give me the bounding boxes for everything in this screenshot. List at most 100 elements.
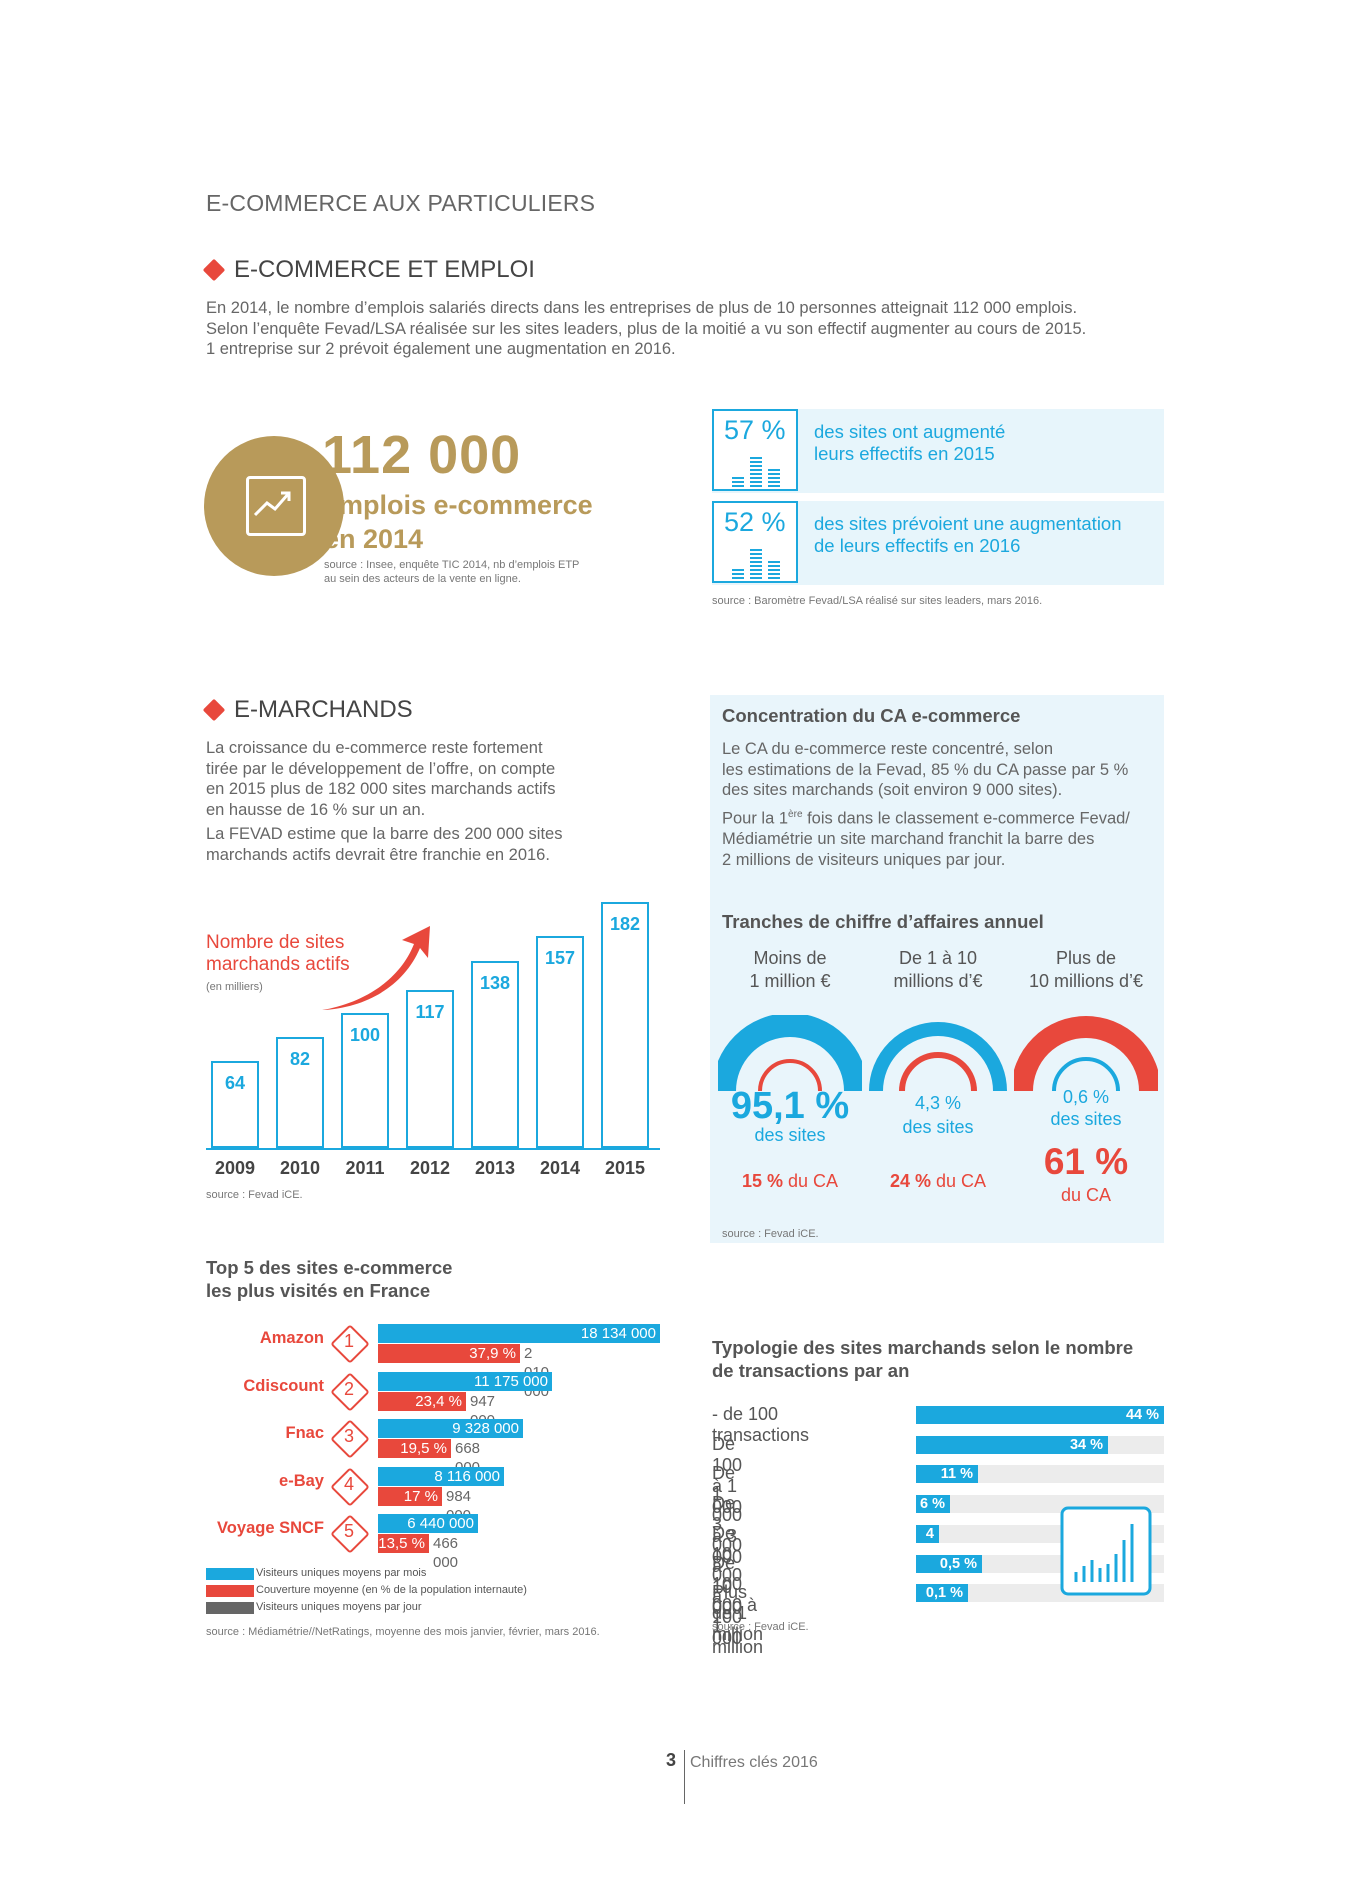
top5-rank: 1 — [343, 1331, 354, 1351]
marchands-line: La croissance du e-commerce reste fortem… — [206, 739, 543, 757]
tranche-ca-pct-1: 15 % — [741, 1171, 783, 1191]
top5-coverage-bar: 13,5 % — [378, 1534, 429, 1553]
tranche-ca-lbl-1: du CA — [783, 1171, 839, 1191]
stat-value: 52 % — [724, 507, 786, 537]
top5-rank: 4 — [343, 1473, 354, 1494]
top5-monthly-bar: 18 134 000 — [378, 1324, 660, 1343]
tranche-ca-pct-2: 24 % — [889, 1171, 931, 1191]
marchands-line: La FEVAD estime que la barre des 200 000… — [206, 825, 563, 843]
marchands-line: en 2015 plus de 182 000 sites marchands … — [206, 780, 556, 798]
page-number: 3 — [666, 1750, 677, 1770]
marchands-line: en hausse de 16 % sur un an. — [206, 800, 426, 819]
arc-gauge-2 — [869, 1022, 1007, 1092]
stat-box-2015: 57 % des sites ont augmenté leurs effect… — [712, 409, 1164, 493]
chart-bar-value: 64 — [224, 1073, 246, 1093]
top5-site-name: Cdiscount — [243, 1376, 324, 1395]
bars-icon — [732, 549, 780, 579]
chart-bar: 64 — [211, 1061, 259, 1148]
stat-text: des sites prévoient une augmentation de … — [814, 513, 1122, 557]
chart-title: Nombre de sites marchands actifs — [206, 932, 350, 976]
stat-number-box: 52 % — [712, 501, 798, 583]
emploi-line-2: Selon l’enquête Fevad/LSA réalisée sur l… — [206, 319, 1087, 338]
concentration-source: source : Fevad iCE. — [722, 1228, 819, 1240]
typologie-bar: 34 % — [916, 1435, 1108, 1454]
chart-bar-value: 100 — [349, 1025, 381, 1045]
typologie-row-label: De 3 000 à 10 000 — [712, 1493, 743, 1619]
top5-coverage-bar: 37,9 % — [378, 1344, 520, 1363]
chart-title-line-1: Nombre de sites — [206, 932, 345, 953]
typologie-source: source : Fevad iCE. — [712, 1621, 809, 1633]
marchands-paragraph-1: La croissance du e-commerce reste fortem… — [206, 738, 646, 820]
tablet-chart-icon — [1060, 1506, 1152, 1596]
chart-x-label: 2014 — [539, 1158, 581, 1178]
typologie-track — [916, 1465, 1164, 1484]
stat-value: 57 % — [724, 415, 786, 445]
chart-x-label: 2010 — [279, 1158, 321, 1178]
tranche-label-line: Plus de — [1055, 948, 1117, 968]
concentration-line: Pour la 1ère fois dans le classement e-c… — [722, 805, 1162, 829]
concentration-p2-sup: ère — [788, 809, 803, 820]
stat-text-line-1: des sites prévoient une augmentation — [814, 513, 1122, 534]
top5-rank: 5 — [343, 1521, 354, 1541]
typologie-title: Typologie des sites marchands selon le n… — [712, 1336, 1133, 1382]
typologie-bar: 44 % — [916, 1406, 1164, 1424]
legend-monthly: Visiteurs uniques moyens par mois — [256, 1567, 427, 1579]
stat-text-line-2: de leurs effectifs en 2016 — [814, 535, 1021, 556]
top5-coverage-bar: 23,4 % — [378, 1391, 466, 1411]
stat-text-line-1: des sites ont augmenté — [814, 421, 1006, 442]
chart-bar: 182 — [601, 902, 649, 1148]
chart-title-line-2: marchands actifs — [206, 954, 350, 975]
chart-bar: 157 — [536, 936, 584, 1148]
top5-site-name: Amazon — [259, 1329, 324, 1347]
marchands-line: marchands actifs devrait être franchie e… — [206, 845, 550, 864]
emploi-line-3: 1 entreprise sur 2 prévoit également une… — [206, 340, 676, 358]
concentration-panel: Concentration du CA e-commerce Le CA du … — [710, 695, 1164, 1243]
concentration-p2-pre: Pour la 1 — [722, 809, 789, 828]
concentration-p1: Le CA du e-commerce reste concentré, sel… — [722, 739, 1162, 801]
stat-text-line-2: leurs effectifs en 2015 — [814, 443, 995, 464]
concentration-line: des sites marchands (soit environ 9 000 … — [722, 781, 1063, 799]
growth-arrow-icon — [322, 926, 430, 1010]
legend-daily: Visiteurs uniques moyens par jour — [256, 1601, 422, 1613]
chart-subtitle: (en milliers) — [206, 981, 263, 993]
concentration-title: Concentration du CA e-commerce — [722, 705, 1021, 726]
typologie-title-line-1: Typologie des sites marchands selon le n… — [712, 1337, 1134, 1358]
big-label: emplois e-commerce en 2014 — [324, 488, 593, 556]
stat-source: source : Baromètre Fevad/LSA réalisé sur… — [712, 595, 1043, 607]
chart-bar-value: 117 — [415, 1002, 445, 1022]
section-title-emploi: E-COMMERCE ET EMPLOI — [202, 256, 535, 284]
typologie-title-line-2: de transactions par an — [712, 1360, 910, 1381]
arc-gauge-1 — [718, 1015, 862, 1092]
typologie-bar: 6 % — [916, 1495, 950, 1514]
marchands-paragraph-2: La FEVAD estime que la barre des 200 000… — [206, 824, 646, 865]
chart-bar: 117 — [406, 990, 454, 1148]
chart-bar-value: 138 — [479, 973, 511, 993]
tranche-sites-lbl-1: des sites — [754, 1125, 826, 1145]
chart-bar: 100 — [341, 1013, 389, 1148]
chart-x-axis — [206, 1148, 660, 1150]
chart-bar-value: 182 — [609, 914, 641, 934]
big-label-line-2: en 2014 — [324, 524, 424, 554]
tranche-label-line: 10 millions d’€ — [1028, 971, 1144, 991]
top5-site-name: e-Bay — [279, 1471, 324, 1490]
diamond-icon — [202, 698, 226, 722]
marchands-line: tirée par le développement de l’offre, o… — [206, 759, 556, 778]
tranche-sites-lbl-3: des sites — [1050, 1109, 1122, 1129]
big-source-line-2: au sein des acteurs de la vente en ligne… — [324, 573, 521, 585]
tranche-sites-lbl-2: des sites — [902, 1117, 974, 1137]
stat-box-2016: 52 % des sites prévoient une augmentatio… — [712, 501, 1164, 585]
stat-text: des sites ont augmenté leurs effectifs e… — [814, 421, 1005, 465]
tranche-ca-pct-3: 61 % — [1043, 1141, 1129, 1182]
big-number: 112 000 — [322, 425, 522, 485]
top5-coverage-bar: 17 % — [378, 1486, 442, 1506]
top5-daily-value: 466 000 — [433, 1535, 459, 1571]
footer-text: Chiffres clés 2016 — [690, 1754, 818, 1771]
typologie-bar: 4 % — [916, 1524, 939, 1560]
typologie-row-label: De 10 000 à 100 000 — [712, 1522, 743, 1648]
tranche-ca-1: 15 % du CA — [710, 1171, 870, 1192]
footer-divider — [684, 1750, 685, 1804]
tranche-sites-pct-1: 95,1 % — [730, 1085, 850, 1127]
top5-source: source : Médiamétrie//NetRatings, moyenn… — [206, 1626, 600, 1638]
typologie-row-label: - de 100 transactions — [712, 1404, 810, 1445]
emploi-paragraph: En 2014, le nombre d’emplois salariés di… — [206, 298, 1166, 360]
